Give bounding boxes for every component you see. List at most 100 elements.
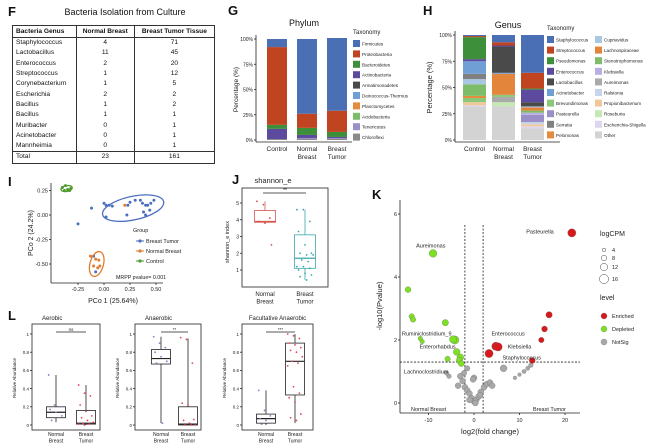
tick-label: 0% xyxy=(246,138,254,144)
table-row: Streptococcus 1 12 xyxy=(13,68,215,80)
bar-segment-proteobacteria xyxy=(297,113,317,128)
point-notsig xyxy=(517,372,522,377)
tick-label: 0.4 xyxy=(233,386,240,391)
legend-swatch xyxy=(353,71,360,79)
table-row: Lactobacillus 11 45 xyxy=(13,48,215,59)
legend-label: Firmicutes xyxy=(362,42,384,47)
scatter-point xyxy=(149,201,153,205)
scatter-point xyxy=(88,254,92,258)
relative-abundance-boxplot: Aerobic 0 0.2 0.4 0.6 0.8 1 Relative Abundance n… xyxy=(12,316,101,444)
scatter-point xyxy=(102,201,106,205)
bar-segment-staphylococcus xyxy=(521,35,544,73)
data-point xyxy=(289,349,292,352)
data-point xyxy=(268,217,271,219)
table-cell: 1 xyxy=(133,140,215,152)
category-label: Breast xyxy=(79,432,94,438)
legend-label: 4 xyxy=(612,248,615,254)
tick-label: 75% xyxy=(442,59,453,65)
legend-label: Acidobacteria xyxy=(362,114,390,119)
tick-label: 50% xyxy=(243,88,254,94)
tick-label: 0 xyxy=(236,423,239,428)
legend-label: Planctomycetes xyxy=(362,104,395,109)
scatter-point xyxy=(148,208,152,212)
category-label: Tumor xyxy=(181,439,196,444)
data-point xyxy=(165,360,168,363)
scatter-point xyxy=(96,266,100,270)
data-point xyxy=(299,252,302,255)
legend-swatch xyxy=(547,120,554,128)
data-point xyxy=(289,416,292,419)
panel-label-h: H xyxy=(423,3,433,18)
tick-label: 0.8 xyxy=(23,350,30,355)
table-cell: Lactobacillus xyxy=(16,49,55,57)
table-cell: Bacillus xyxy=(16,111,39,119)
data-point xyxy=(297,362,299,365)
legend-swatch xyxy=(353,112,360,120)
legend-label: Pasteurella xyxy=(556,112,579,117)
y-axis-label: -log10(Pvalue) xyxy=(375,281,384,330)
data-point xyxy=(89,394,92,397)
data-point xyxy=(299,413,302,415)
category-label: Normal xyxy=(48,432,64,438)
tick-label: 0 xyxy=(26,423,29,428)
legend-swatch xyxy=(547,99,554,107)
data-point xyxy=(192,418,195,421)
data-point xyxy=(299,346,302,349)
data-point xyxy=(305,279,308,281)
panel-label-g: G xyxy=(228,3,239,18)
category-label: Normal xyxy=(297,146,319,153)
scatter-point xyxy=(64,184,68,188)
point-depleted xyxy=(458,360,465,367)
category-label: Breast xyxy=(259,439,274,444)
point-annotation: Aureimonas xyxy=(416,244,446,250)
scatter-point xyxy=(140,201,144,205)
chart-title: Genus xyxy=(495,20,522,30)
point-annotation: Klebsiella xyxy=(508,344,532,350)
y-axis-label: shannon_e index xyxy=(225,221,231,263)
data-point xyxy=(298,392,301,395)
legend-label: Ralstonia xyxy=(604,91,624,96)
column-header: Breast Tumor Tissue xyxy=(133,25,215,38)
box xyxy=(178,406,198,426)
point-annotation: Lachnoclostridium xyxy=(404,370,449,376)
bar-segment-lactobacillus xyxy=(492,46,515,73)
point-notsig xyxy=(469,376,477,383)
size-legend-circle xyxy=(599,274,609,284)
tick-label: -10 xyxy=(425,418,433,424)
data-point xyxy=(77,384,80,386)
panel-label-k: K xyxy=(372,187,382,202)
data-point xyxy=(263,409,266,412)
legend-label: Stenotrophomonas xyxy=(604,59,644,64)
category-label: Breast xyxy=(288,432,303,438)
category-label: Breast xyxy=(328,146,347,153)
tick-label: 50% xyxy=(442,86,453,92)
data-point xyxy=(302,265,305,268)
legend-label: NotSig xyxy=(612,340,629,346)
category-label: Breast xyxy=(296,292,314,298)
tick-label: 0.6 xyxy=(233,368,240,373)
tick-label: 6 xyxy=(394,212,397,218)
tick-label: 0.8 xyxy=(233,350,240,355)
stacked-bar-chart-H: Genus Percentage (%) 0% 25% 50% 75% 100% Contro… xyxy=(425,20,646,161)
legend-label: Pelomonas xyxy=(556,133,580,138)
legend-label: Pseudomonas xyxy=(556,59,586,64)
legend-title: level xyxy=(600,295,615,302)
scatter-point xyxy=(128,200,132,204)
x-axis-label: PCo 1 (25.64%) xyxy=(88,298,138,305)
data-point xyxy=(53,404,56,406)
scatter-point xyxy=(123,203,127,207)
bar-segment-brevundimonas xyxy=(463,98,486,103)
scatter-point xyxy=(60,186,64,190)
chart-title: shannon_e xyxy=(254,176,291,185)
bar-segment-cupriavidus xyxy=(521,106,544,108)
data-point xyxy=(304,243,306,246)
column-header: Bacteria Genus xyxy=(12,25,77,38)
data-point xyxy=(79,404,82,406)
bar-segment-enterococcus xyxy=(463,59,486,62)
bar-segment-chloroflexi xyxy=(267,138,287,140)
legend-label: Aureimonas xyxy=(604,80,629,85)
tick-label: 10 xyxy=(516,418,522,424)
bar-segment-ralstonia xyxy=(521,122,544,125)
table-cell: 0 xyxy=(75,140,135,152)
